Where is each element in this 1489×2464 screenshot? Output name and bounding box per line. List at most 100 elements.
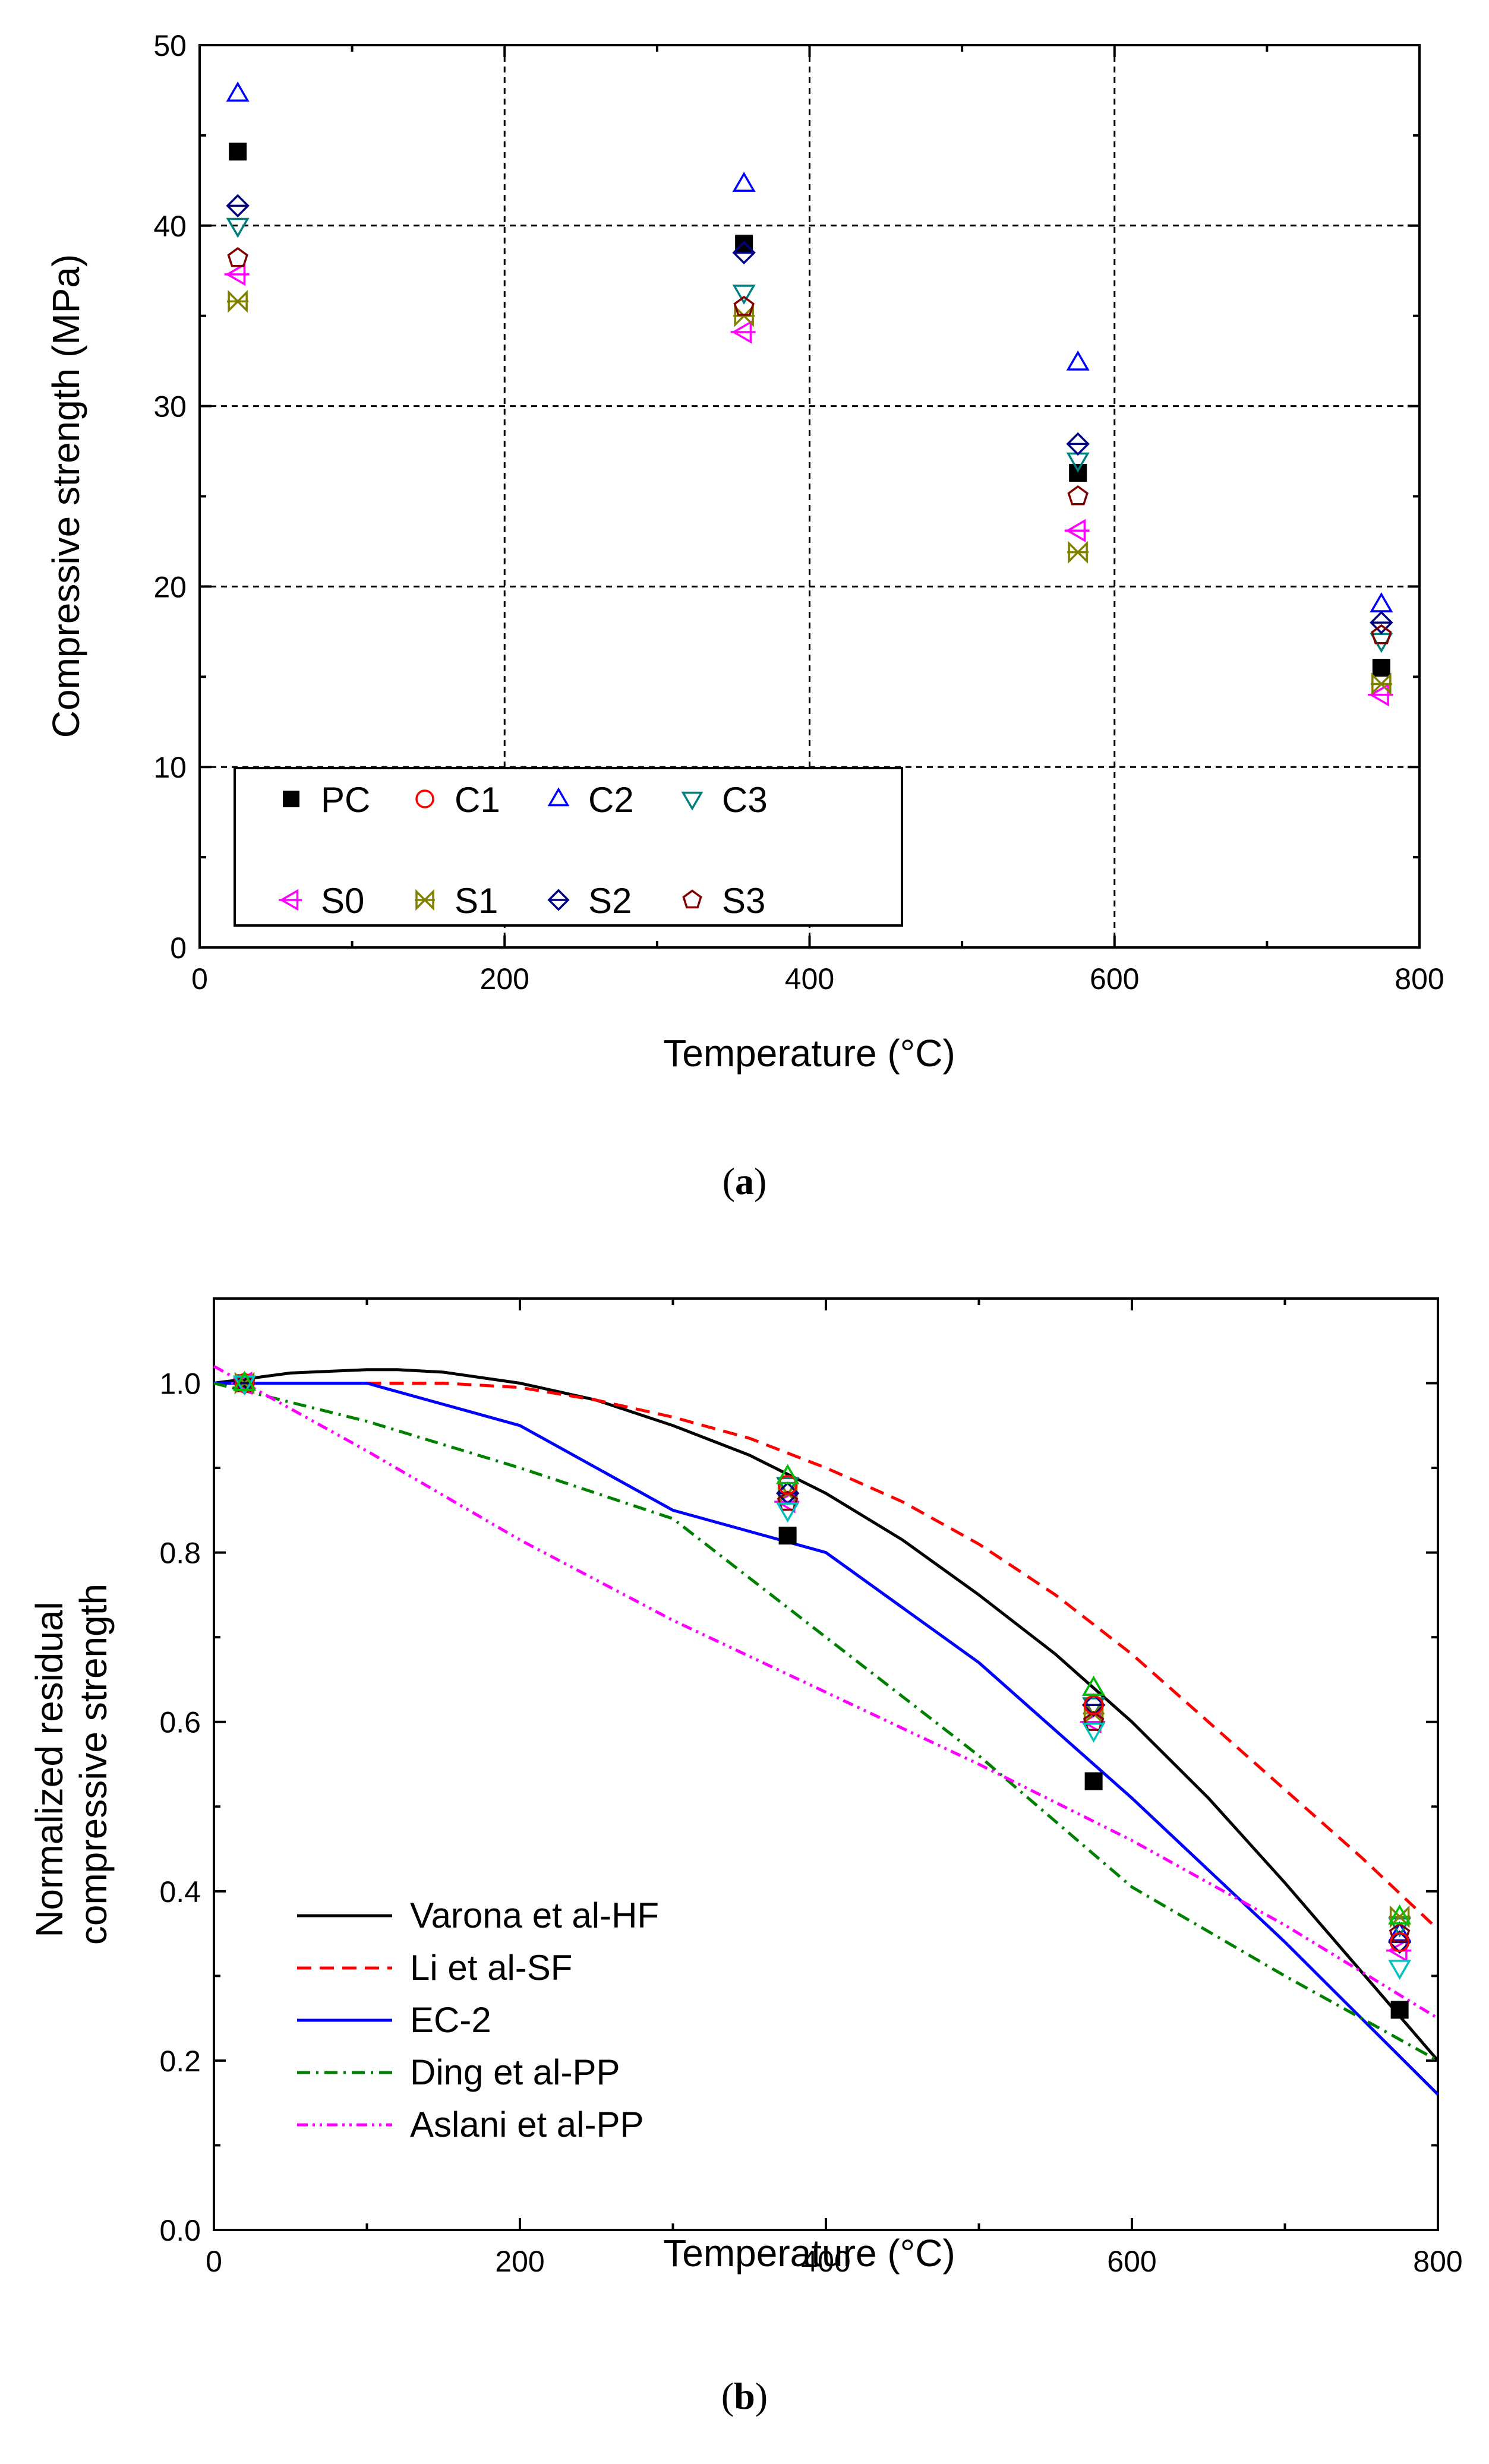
chart-b-y-tick-label: 0.2 <box>159 2045 201 2078</box>
chart-a-panel-label: (a) <box>723 1160 767 1202</box>
chart-b-point-pc-shape <box>1390 2001 1409 2019</box>
chart-a-point-s2 <box>732 241 756 265</box>
chart-b-point-unlabeled <box>1082 1722 1106 1743</box>
chart-b-curve-aslani-et-al-pp <box>213 1364 1439 2020</box>
chart-b-legend-label-ding-et-al-pp: Ding et al-PP <box>410 2052 620 2092</box>
chart-a-legend-marker-s1 <box>415 889 435 911</box>
chart-a-legend-marker-c3-shape <box>681 791 704 811</box>
chart-a-y-tick-label: 50 <box>153 29 187 62</box>
chart-a-point-pc-shape <box>1069 464 1087 482</box>
chart-a-legend-label-s0: S0 <box>321 881 364 921</box>
chart-b-point-unlabeled <box>776 1464 800 1484</box>
chart-b-point-unlabeled-shape <box>1388 1960 1412 1980</box>
chart-b-legend-label-aslani-et-al-pp: Aslani et al-PP <box>410 2105 644 2144</box>
chart-a-y-tick-label: 40 <box>153 210 187 243</box>
chart-b-point-s1-shape <box>1389 1905 1410 1928</box>
chart-a-legend-marker-pc-shape <box>283 791 299 807</box>
chart-b-legend: Varona et al-HF Li et al-SF EC-2 Ding et al… <box>297 1896 659 2144</box>
chart-b-point-unlabeled <box>1388 1904 1412 1925</box>
chart-b-point-unlabeled <box>1389 1932 1410 1953</box>
chart-a-legend-label-s1: S1 <box>455 881 498 921</box>
chart-b-point-unlabeled-shape <box>1388 1904 1412 1925</box>
chart-b-point-s2-shape <box>1081 1693 1106 1717</box>
chart-a-point-s1 <box>227 290 249 313</box>
chart-a-point-s1-shape <box>1068 541 1088 564</box>
chart-a-legend-label-pc: PC <box>321 780 370 820</box>
chart-b-point-unlabeled <box>776 1502 800 1523</box>
chart-a-point-s1 <box>1370 672 1392 696</box>
chart-a-point-s3-shape <box>1067 485 1089 506</box>
chart-b-point-pc-shape <box>778 1527 797 1545</box>
chart-a-point-pc <box>229 143 247 161</box>
chart-b-curve-ding-et-al-pp <box>213 1382 1439 2062</box>
chart-a-x-tick-label: 0 <box>191 962 208 996</box>
chart-a-point-s2-shape <box>732 241 756 265</box>
chart-a-legend-marker-pc <box>283 791 299 807</box>
chart-b-axis-ticks: 0 200 400 600 800 0.0 0.2 0.4 0.6 0.8 1.0 <box>159 1299 1463 2278</box>
chart-a-point-s3 <box>733 295 755 316</box>
chart-a-point-s0 <box>224 263 250 286</box>
chart-a-point-c2 <box>1066 350 1090 371</box>
chart-a-point-s1-shape <box>228 290 248 313</box>
chart-a-legend-marker-c1 <box>415 789 434 808</box>
chart-a-point-s3 <box>227 247 248 267</box>
chart-b-x-tick-label: 0 <box>206 2245 222 2278</box>
chart-b-point-pc <box>778 1527 797 1545</box>
chart-b-point-unlabeled <box>232 1375 257 1396</box>
chart-a-x-tick-label: 800 <box>1395 962 1444 996</box>
chart-b-panel-label: (b) <box>721 2375 768 2417</box>
chart-a-point-s0 <box>1064 519 1090 542</box>
chart-b-x-axis-label: Temperature (°C) <box>663 2232 955 2275</box>
chart-a-point-s3 <box>1067 485 1089 506</box>
chart-b-point-unlabeled-shape <box>1082 1675 1106 1696</box>
chart-a-legend-marker-s2 <box>547 889 570 911</box>
chart-a-legend-box <box>234 767 903 927</box>
chart-a-point-pc <box>1069 464 1087 482</box>
chart-a-legend-marker-c2-shape <box>547 787 570 807</box>
chart-a-point-s3 <box>1371 624 1392 645</box>
chart-a-legend-label-c1: C1 <box>455 780 500 820</box>
chart-a-point-s2-shape <box>226 194 250 218</box>
chart-b-point-s3-shape <box>777 1490 799 1511</box>
chart-a-y-tick-label: 0 <box>170 931 187 965</box>
chart-b-curve-li-et-al-sf <box>367 1382 1439 1931</box>
chart-b-y-tick-label: 0.8 <box>159 1537 201 1570</box>
chart-b-curves <box>213 1364 1439 2096</box>
chart-b-point-unlabeled <box>1083 1695 1104 1715</box>
chart-b-point-s3 <box>1083 1711 1105 1731</box>
chart-b-y-tick-label: 1.0 <box>159 1367 201 1401</box>
chart-a-y-tick-label: 30 <box>153 390 187 424</box>
chart-b-point-pc-shape <box>1084 1772 1103 1790</box>
chart-a-point-c2 <box>732 172 756 192</box>
chart-b-point-c2-shape <box>1388 1921 1412 1942</box>
chart-b-point-unlabeled-shape <box>1389 1932 1410 1953</box>
chart-b-curve-ec-2 <box>214 1382 1439 2096</box>
chart-a-legend: PC C1 C2 C3 S0 S1 S2 S3 <box>234 767 903 927</box>
chart-b-point-unlabeled-shape <box>1082 1722 1106 1743</box>
chart-b-point-s3-shape <box>1389 1922 1411 1943</box>
chart-a-point-s2-shape <box>1066 432 1090 456</box>
chart-b-x-tick-label: 200 <box>495 2245 544 2278</box>
chart-a-legend-marker-c3 <box>681 791 704 811</box>
chart-a-point-c2-shape <box>226 81 250 102</box>
chart-a-point-s2 <box>226 194 250 218</box>
chart-a-point-s3-shape <box>733 295 755 316</box>
chart-b-y-tick-label: 0.0 <box>159 2214 201 2247</box>
chart-b-point-unlabeled <box>777 1474 798 1495</box>
chart-a: 0 200 400 600 800 0 10 20 30 40 50 PC C1 C2 C3 S0 S1 S2 S… <box>45 29 1444 1202</box>
chart-a-x-axis-label: Temperature (°C) <box>663 1032 955 1075</box>
chart-b-point-c2 <box>1388 1921 1412 1942</box>
chart-b: 0 200 400 600 800 0.0 0.2 0.4 0.6 0.8 1.0 Varona e… <box>28 1297 1463 2417</box>
chart-a-legend-label-c2: C2 <box>588 780 634 820</box>
chart-a-x-tick-label: 400 <box>785 962 834 996</box>
chart-b-point-pc <box>1390 2001 1409 2019</box>
chart-a-point-s0 <box>730 320 756 344</box>
chart-b-point-unlabeled-shape <box>1083 1695 1104 1715</box>
chart-a-point-s3-shape <box>227 247 248 267</box>
chart-b-y-tick-label: 0.4 <box>159 1875 201 1909</box>
chart-a-point-s3-shape <box>1371 624 1392 645</box>
chart-a-legend-label-s2: S2 <box>588 881 632 921</box>
chart-a-point-s2-shape <box>1370 611 1393 634</box>
chart-a-point-c3 <box>226 217 250 238</box>
chart-a-point-c3-shape <box>732 285 756 305</box>
